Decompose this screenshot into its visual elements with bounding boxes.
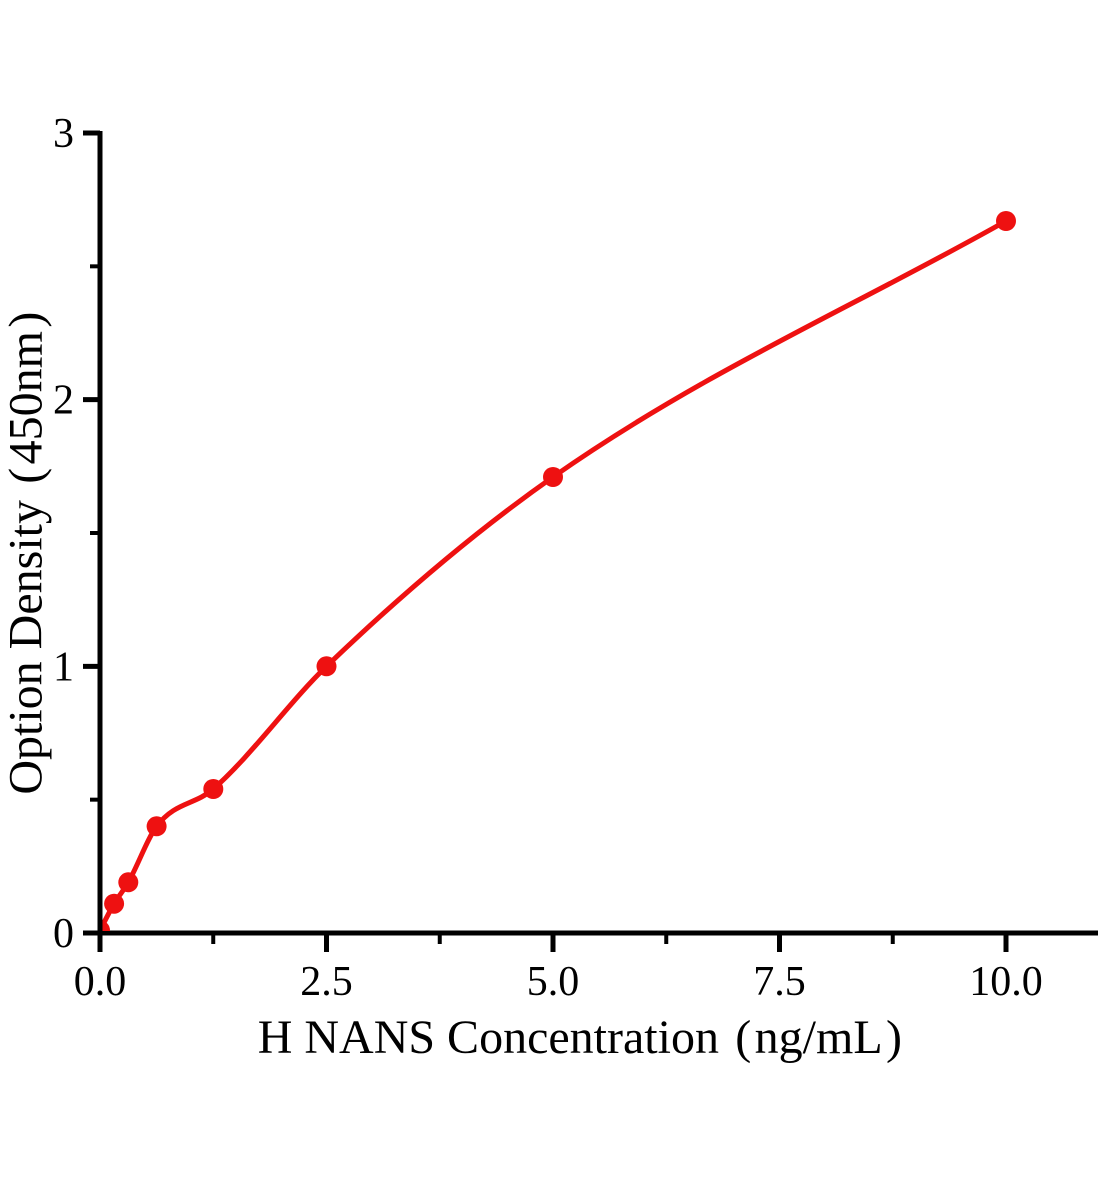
x-axis-title-paren-close: )	[886, 1011, 902, 1064]
x-tick-label: 7.5	[753, 959, 806, 1005]
y-axis-title: Option Density (450nm)	[0, 295, 54, 795]
x-tick-label: 0.0	[74, 959, 127, 1005]
data-point-marker	[102, 920, 110, 931]
data-point-marker	[543, 467, 563, 487]
x-axis-title-paren-open: (	[735, 1011, 752, 1064]
x-tick-label: 5.0	[527, 959, 580, 1005]
x-axis-title-text: H NANS Concentration	[257, 1011, 719, 1064]
y-axis-title-text: Option Density	[0, 500, 53, 795]
x-tick-label: 10.0	[969, 959, 1043, 1005]
y-tick-label: 3	[53, 111, 74, 157]
x-axis-title: H NANS Concentration (ng/mL)	[257, 1011, 919, 1065]
y-tick-label: 0	[53, 911, 74, 957]
data-point-marker	[316, 656, 337, 677]
y-axis-title-paren-open: (	[0, 467, 53, 484]
y-axis-title-paren-close: )	[0, 311, 53, 328]
y-tick-label: 1	[53, 644, 74, 690]
x-tick-label: 2.5	[300, 959, 353, 1005]
y-tick-label: 2	[53, 378, 74, 424]
data-point-marker	[118, 872, 139, 893]
data-point-marker	[104, 893, 125, 914]
fit-curve-line	[102, 218, 1009, 931]
data-point-marker	[203, 779, 224, 799]
data-point-marker	[146, 816, 167, 837]
data-series-layer	[102, 211, 1016, 931]
data-point-marker	[996, 211, 1016, 231]
y-axis-title-unit: 450nm	[0, 331, 53, 465]
x-axis-title-unit: ng/mL	[754, 1011, 883, 1064]
axes-layer: 0.0 2.5 5.0 7.5 10.0 0 1 2 3	[53, 111, 1098, 1005]
